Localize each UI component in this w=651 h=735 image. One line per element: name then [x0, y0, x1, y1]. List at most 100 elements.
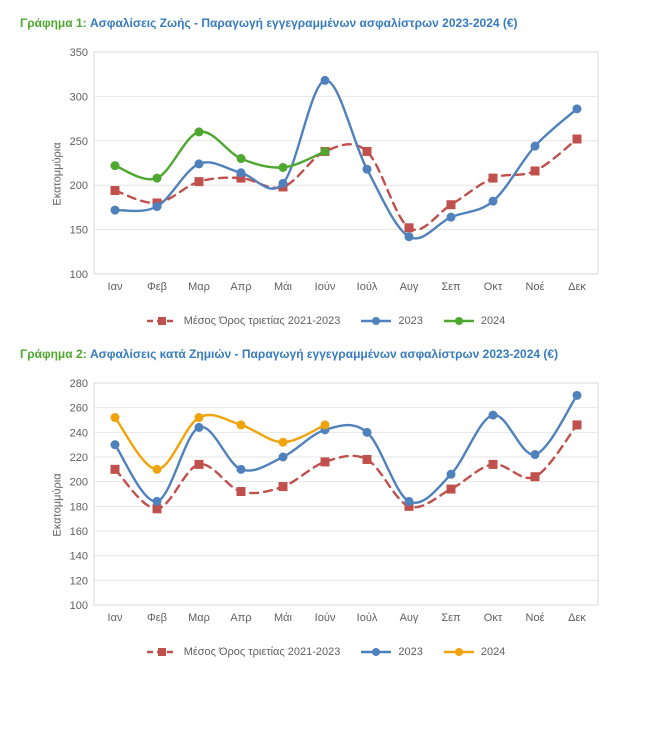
chart2-series-avg-marker	[195, 460, 203, 468]
chart1-series-avg-marker	[405, 224, 413, 232]
legend-item: 2024	[443, 645, 505, 659]
y-tick-label: 220	[70, 452, 88, 464]
chart1-plot: 100150200250300350ΙανΦεβΜαρΑπρΜάιΙούνΙού…	[52, 44, 612, 304]
chart1-series-avg-marker	[447, 201, 455, 209]
chart1-series-2023-marker	[447, 213, 455, 221]
legend-label: 2023	[398, 646, 422, 658]
chart1-series-2024-marker	[195, 128, 203, 136]
chart2-series-2023-marker	[153, 497, 161, 505]
y-tick-label: 120	[70, 575, 88, 587]
x-tick-label: Μαρ	[188, 281, 210, 293]
x-tick-label: Νοέ	[526, 612, 545, 624]
chart1-legend: Μέσος Όρος τριετίας 2021-2023 2023 2024	[20, 314, 631, 331]
legend-item: 2023	[360, 314, 422, 328]
x-tick-label: Φεβ	[147, 612, 167, 624]
chart2-series-2023-marker	[279, 453, 287, 461]
y-tick-label: 350	[70, 47, 88, 59]
legend-label: Μέσος Όρος τριετίας 2021-2023	[184, 646, 341, 658]
chart1-series-2023-marker	[573, 105, 581, 113]
legend-label: 2023	[398, 315, 422, 327]
x-tick-label: Ιούλ	[357, 612, 378, 624]
chart2-series-2023-marker	[405, 497, 413, 505]
chart2-series-2024-marker	[237, 421, 245, 429]
y-tick-label: 200	[70, 477, 88, 489]
chart1-series-avg-marker	[489, 174, 497, 182]
chart2-series-2023-marker	[573, 391, 581, 399]
chart1-series-avg-marker	[363, 147, 371, 155]
chart2-plot: 100120140160180200220240260280ΙανΦεβΜαρΑ…	[52, 375, 612, 635]
chart2-title-text: Ασφαλίσεις κατά Ζημιών - Παραγωγή εγγεγρ…	[90, 347, 558, 361]
chart2-series-2023-marker	[363, 428, 371, 436]
y-tick-label: 140	[70, 551, 88, 563]
y-tick-label: 300	[70, 91, 88, 103]
chart1-ylabel: Εκατομμύρια	[52, 142, 64, 205]
x-tick-label: Ιαν	[108, 281, 123, 293]
chart2-series-2024-marker	[321, 421, 329, 429]
chart1-series-avg-marker	[111, 187, 119, 195]
chart1-wrap: Εκατομμύρια 100150200250300350ΙανΦεβΜαρΑ…	[52, 44, 631, 304]
chart2-series-avg-marker	[279, 483, 287, 491]
chart2-series-avg-marker	[237, 488, 245, 496]
chart1-series-2024-marker	[153, 174, 161, 182]
chart2-series-2023-marker	[111, 441, 119, 449]
chart2-series-2024-marker	[111, 414, 119, 422]
x-tick-label: Αυγ	[400, 281, 419, 293]
chart2-wrap: Εκατομμύρια 1001201401601802002202402602…	[52, 375, 631, 635]
chart2-series-avg-marker	[363, 455, 371, 463]
chart2-series-avg-marker	[531, 473, 539, 481]
y-tick-label: 240	[70, 427, 88, 439]
x-tick-label: Ιούν	[315, 281, 336, 293]
chart2-series-2024-marker	[279, 438, 287, 446]
y-tick-label: 180	[70, 501, 88, 513]
chart1-series-2023-marker	[405, 233, 413, 241]
chart2-series-avg-marker	[489, 460, 497, 468]
chart1-series-2023-marker	[111, 206, 119, 214]
chart2-series-avg-marker	[321, 458, 329, 466]
y-tick-label: 250	[70, 136, 88, 148]
chart2-title-label: Γράφημα 2:	[20, 347, 87, 361]
x-tick-label: Ιούν	[315, 612, 336, 624]
chart1-series-2023-marker	[363, 165, 371, 173]
y-tick-label: 100	[70, 269, 88, 281]
chart1-series-2024-marker	[321, 147, 329, 155]
legend-item: Μέσος Όρος τριετίας 2021-2023	[146, 314, 341, 328]
y-tick-label: 150	[70, 225, 88, 237]
y-tick-label: 100	[70, 600, 88, 612]
legend-label: 2024	[481, 646, 505, 658]
chart2-series-2023-marker	[237, 465, 245, 473]
chart1-series-avg-marker	[573, 135, 581, 143]
x-tick-label: Οκτ	[484, 612, 503, 624]
chart1-title-text: Ασφαλίσεις Ζωής - Παραγωγή εγγεγραμμένων…	[90, 16, 518, 30]
chart2-series-avg-marker	[111, 465, 119, 473]
chart1-series-2023-marker	[321, 76, 329, 84]
legend-swatch	[360, 645, 392, 659]
legend-swatch	[443, 314, 475, 328]
chart1-series-2023-marker	[489, 197, 497, 205]
y-tick-label: 280	[70, 378, 88, 390]
chart1-series-avg-marker	[531, 167, 539, 175]
y-tick-label: 160	[70, 526, 88, 538]
chart2-series-2024-marker	[153, 465, 161, 473]
chart1-series-2023-marker	[153, 203, 161, 211]
chart2-series-2023-marker	[531, 451, 539, 459]
chart2-series-2023-marker	[447, 470, 455, 478]
chart1-title: Γράφημα 1: Ασφαλίσεις Ζωής - Παραγωγή εγ…	[20, 16, 631, 30]
chart2-series-avg-marker	[153, 505, 161, 513]
x-tick-label: Αυγ	[400, 612, 419, 624]
chart1-series-2023-marker	[531, 142, 539, 150]
legend-item: 2023	[360, 645, 422, 659]
legend-item: 2024	[443, 314, 505, 328]
chart2-series-avg-marker	[573, 421, 581, 429]
chart2-ylabel: Εκατομμύρια	[52, 473, 64, 536]
chart1-series-2023-marker	[279, 179, 287, 187]
chart1-series-2023-marker	[195, 160, 203, 168]
x-tick-label: Σεπ	[441, 612, 461, 624]
legend-label: Μέσος Όρος τριετίας 2021-2023	[184, 315, 341, 327]
legend-swatch	[443, 645, 475, 659]
legend-item: Μέσος Όρος τριετίας 2021-2023	[146, 645, 341, 659]
page-container: Γράφημα 1: Ασφαλίσεις Ζωής - Παραγωγή εγ…	[0, 0, 651, 708]
x-tick-label: Οκτ	[484, 281, 503, 293]
chart1-series-2023-marker	[237, 169, 245, 177]
chart1-series-avg-marker	[195, 178, 203, 186]
chart2-title: Γράφημα 2: Ασφαλίσεις κατά Ζημιών - Παρα…	[20, 347, 631, 361]
